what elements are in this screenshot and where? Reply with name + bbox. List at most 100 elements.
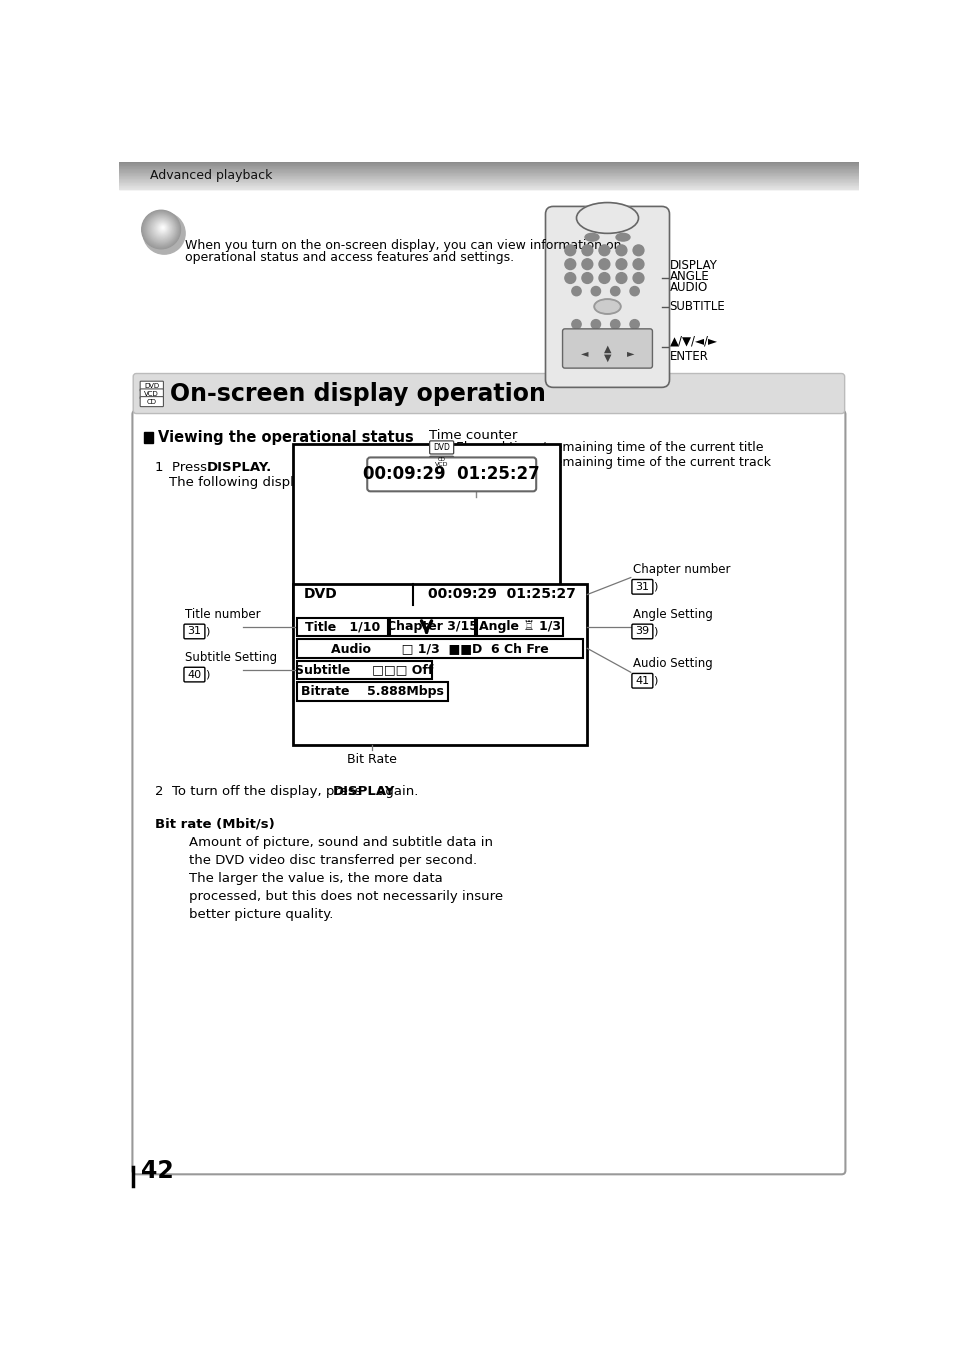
FancyBboxPatch shape	[140, 390, 163, 399]
Text: ►: ►	[626, 349, 634, 359]
Ellipse shape	[584, 233, 598, 241]
Text: ): )	[205, 670, 210, 679]
Circle shape	[156, 222, 169, 235]
FancyBboxPatch shape	[631, 624, 652, 639]
Circle shape	[616, 272, 626, 283]
Text: operational status and access features and settings.: operational status and access features a…	[185, 251, 514, 264]
FancyBboxPatch shape	[132, 411, 844, 1174]
Text: 1  Press: 1 Press	[154, 461, 211, 473]
Text: DVD: DVD	[433, 443, 450, 452]
Text: Audio Setting: Audio Setting	[633, 658, 712, 670]
Circle shape	[610, 287, 619, 295]
Circle shape	[157, 222, 168, 233]
Circle shape	[571, 319, 580, 329]
Text: 40: 40	[187, 670, 201, 679]
Circle shape	[150, 217, 174, 241]
Text: ): )	[653, 582, 657, 592]
Bar	[293, 443, 559, 628]
Text: 2  To turn off the display, press: 2 To turn off the display, press	[154, 786, 365, 798]
Circle shape	[598, 259, 609, 270]
Text: Audio       □ 1/3  ■■D  6 Ch Fre: Audio □ 1/3 ■■D 6 Ch Fre	[331, 642, 548, 655]
Text: 39: 39	[635, 627, 649, 636]
Text: 00:09:29  01:25:27: 00:09:29 01:25:27	[363, 465, 539, 484]
Text: 31: 31	[187, 627, 201, 636]
Circle shape	[145, 213, 177, 245]
Circle shape	[598, 272, 609, 283]
Ellipse shape	[616, 233, 629, 241]
Text: Advanced playback: Advanced playback	[150, 168, 273, 182]
Circle shape	[147, 214, 176, 244]
Circle shape	[152, 220, 172, 237]
FancyBboxPatch shape	[631, 674, 652, 687]
Text: Elapsed time / remaining time of the current track: Elapsed time / remaining time of the cur…	[456, 457, 771, 469]
Circle shape	[598, 245, 609, 256]
Text: Angle Setting: Angle Setting	[633, 608, 712, 621]
Circle shape	[564, 259, 575, 270]
Circle shape	[142, 210, 180, 249]
Text: ▲: ▲	[603, 344, 611, 355]
Circle shape	[160, 225, 165, 231]
Text: VCD: VCD	[435, 462, 448, 466]
Ellipse shape	[576, 202, 638, 233]
Text: ▼: ▼	[603, 353, 611, 363]
Text: ENTER: ENTER	[669, 350, 708, 363]
Circle shape	[616, 245, 626, 256]
FancyBboxPatch shape	[296, 639, 583, 658]
FancyBboxPatch shape	[562, 329, 652, 368]
Circle shape	[633, 272, 643, 283]
FancyBboxPatch shape	[184, 667, 205, 682]
Circle shape	[143, 213, 185, 255]
Text: Subtitle     □□□ Off: Subtitle □□□ Off	[295, 663, 434, 677]
Circle shape	[150, 217, 173, 240]
FancyBboxPatch shape	[133, 373, 843, 414]
Circle shape	[159, 225, 166, 231]
Circle shape	[144, 213, 178, 247]
Circle shape	[142, 212, 179, 248]
FancyBboxPatch shape	[367, 457, 536, 491]
Text: The following display appears.: The following display appears.	[169, 476, 372, 489]
Circle shape	[146, 214, 177, 244]
Circle shape	[162, 226, 164, 228]
Ellipse shape	[594, 299, 620, 314]
Text: Title number: Title number	[185, 608, 260, 621]
Bar	[144, 431, 152, 442]
Text: CD: CD	[147, 399, 156, 404]
Text: Angle ♖ 1/3: Angle ♖ 1/3	[478, 620, 560, 634]
Circle shape	[158, 224, 167, 233]
Text: Subtitle Setting: Subtitle Setting	[185, 651, 277, 665]
Text: DISPLAY: DISPLAY	[332, 786, 395, 798]
Text: Time counter: Time counter	[429, 430, 517, 442]
Text: 31: 31	[635, 582, 649, 592]
Text: ): )	[653, 627, 657, 636]
FancyBboxPatch shape	[140, 381, 163, 391]
Circle shape	[155, 221, 169, 235]
FancyBboxPatch shape	[140, 396, 163, 407]
Text: Elapsed time / remaining time of the current title: Elapsed time / remaining time of the cur…	[456, 441, 763, 454]
Text: Amount of picture, sound and subtitle data in
the DVD video disc transferred per: Amount of picture, sound and subtitle da…	[189, 836, 502, 921]
FancyBboxPatch shape	[631, 580, 652, 594]
Circle shape	[616, 259, 626, 270]
Circle shape	[153, 220, 171, 237]
FancyBboxPatch shape	[296, 682, 447, 701]
Circle shape	[610, 319, 619, 329]
Circle shape	[591, 287, 599, 295]
Text: Bitrate    5.888Mbps: Bitrate 5.888Mbps	[300, 685, 443, 698]
FancyBboxPatch shape	[296, 617, 388, 636]
Circle shape	[564, 245, 575, 256]
Circle shape	[149, 216, 174, 243]
Text: DVD: DVD	[144, 383, 159, 390]
Text: SUBTITLE: SUBTITLE	[669, 301, 724, 313]
Text: Viewing the operational status: Viewing the operational status	[158, 430, 414, 445]
Circle shape	[154, 221, 170, 236]
Text: DISPLAY.: DISPLAY.	[207, 461, 272, 473]
FancyBboxPatch shape	[296, 661, 432, 679]
Circle shape	[571, 287, 580, 295]
FancyBboxPatch shape	[390, 617, 475, 636]
FancyBboxPatch shape	[476, 617, 562, 636]
Ellipse shape	[596, 301, 618, 313]
Text: Bit Rate: Bit Rate	[347, 752, 396, 766]
Circle shape	[633, 245, 643, 256]
Text: 41: 41	[635, 675, 649, 686]
Circle shape	[629, 319, 639, 329]
Text: DVD: DVD	[303, 588, 337, 601]
